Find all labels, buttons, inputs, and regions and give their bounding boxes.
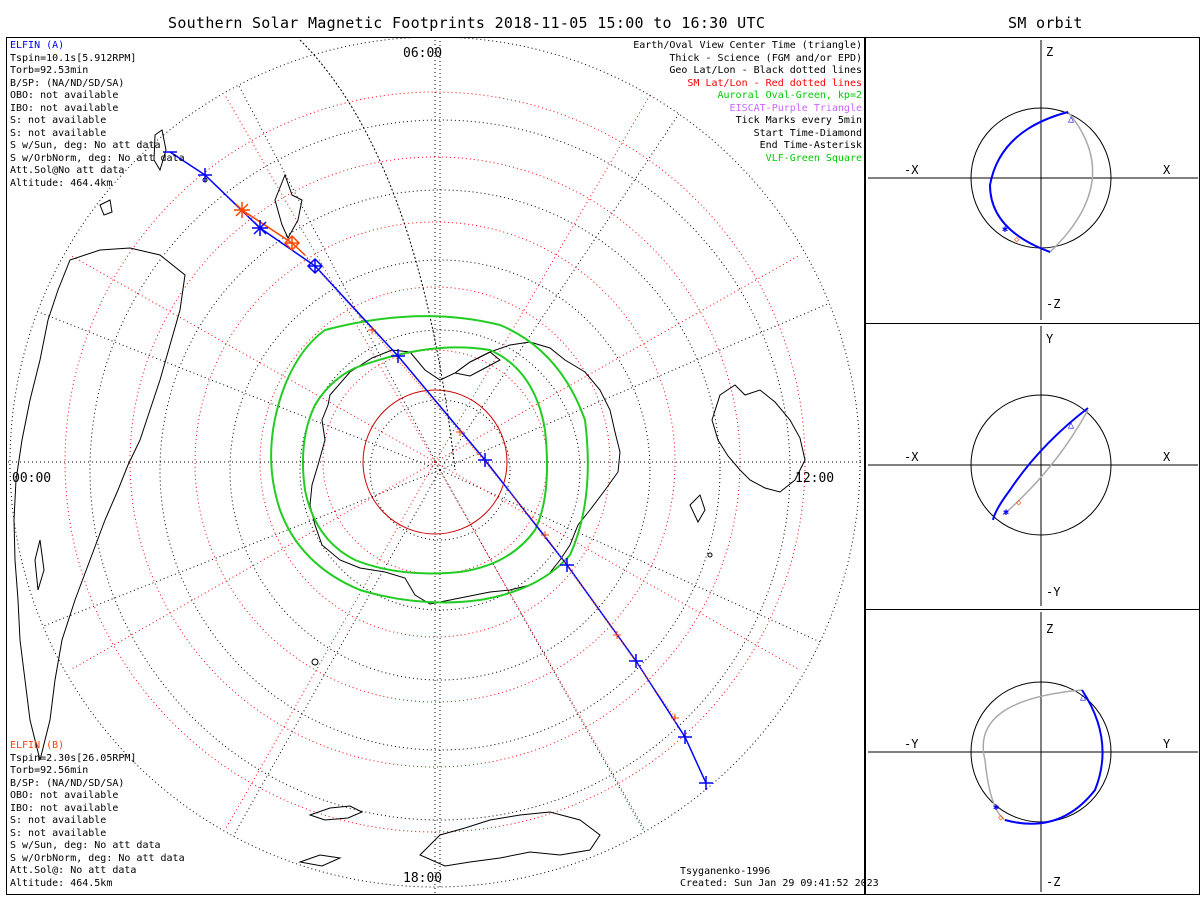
mlt-top-label: 06:00 [403, 46, 442, 61]
elfin-b-line: Altitude: 464.5km [10, 877, 113, 889]
elfin-b-line: Tspin=2.30s[26.05RPM] [10, 752, 137, 764]
orbit-panel-xz [865, 37, 1200, 324]
legend-item: Thick - Science (FGM and/or EPD) [669, 52, 862, 64]
plot-title: Southern Solar Magnetic Footprints 2018-… [168, 14, 766, 32]
sm-lon-lines [69, 94, 801, 831]
elfin-b-track [241, 209, 306, 256]
elfin-b-start-diamond [283, 234, 301, 252]
orbit-title: SM orbit [1008, 14, 1083, 32]
mlt-left-label: 00:00 [12, 471, 51, 486]
legend-item: SM Lat/Lon - Red dotted lines [687, 77, 862, 89]
legend-item: EISCAT-Purple Triangle [729, 102, 862, 114]
elfin-b-name: ELFIN (B) [10, 740, 65, 751]
elfin-a-end-asterisk [252, 220, 268, 236]
elfin-a-line: Altitude: 464.4km [10, 177, 113, 189]
mlt-right-label: 12:00 [795, 471, 834, 486]
elfin-a-line: Att.Sol@No att data [10, 165, 125, 176]
elfin-b-line: S: not available [10, 815, 107, 826]
elfin-b-line: IBO: not available [10, 802, 119, 814]
legend-item: Auroral Oval-Green, kp=2 [717, 90, 863, 101]
orbit-panel-yz [865, 609, 1200, 895]
elfin-a-line: Torb=92.53min [10, 65, 89, 76]
orbit-panel-xy [865, 323, 1200, 610]
elfin-a-start-diamond [306, 257, 324, 275]
mlt-bottom-label: 18:00 [403, 871, 442, 886]
elfin-a-track [169, 151, 707, 784]
elfin-a-lines: Tspin=10.1s[5.912RPM] Torb=92.53min B/SP: … [10, 53, 185, 191]
elfin-a-line: B/SP: (NA/ND/SD/SA) [10, 77, 125, 89]
legend: Earth/Oval View Center Time (triangle) Th… [633, 40, 862, 165]
elfin-b-info: ELFIN (B) Tspin=2.30s[26.05RPM] Torb=92.5… [10, 740, 185, 890]
elfin-a-line: S w/OrbNorm, deg: No att data [10, 152, 185, 164]
elfin-b-line: Att.Sol@: No att data [10, 865, 137, 876]
created-label: Created: Sun Jan 29 09:41:52 2023 [680, 878, 879, 889]
map-frame [6, 37, 865, 895]
elfin-b-line: B/SP: (NA/ND/SD/SA) [10, 777, 125, 789]
elfin-a-line: S: not available [10, 127, 107, 139]
elfin-a-line: IBO: not available [10, 102, 119, 114]
elfin-a-line: S: not available [10, 115, 107, 126]
legend-item: Tick Marks every 5min [735, 115, 862, 126]
legend-item: End Time-Asterisk [759, 140, 862, 151]
elfin-b-end-asterisk [234, 202, 250, 218]
auroral-ovals [270, 315, 589, 604]
elfin-b-line: Torb=92.56min [10, 765, 89, 776]
geo-lat-circles [89, 119, 791, 821]
elfin-b-lines: Tspin=2.30s[26.05RPM] Torb=92.56min B/SP: … [10, 753, 185, 891]
elfin-a-name: ELFIN (A) [10, 40, 65, 51]
elfin-b-line: OBO: not available [10, 790, 119, 801]
elfin-a-line: OBO: not available [10, 90, 119, 101]
elfin-b-line: S: not available [10, 827, 107, 839]
coastlines [13, 129, 806, 867]
elfin-b-line: S w/OrbNorm, deg: No att data [10, 852, 185, 864]
elfin-a-info: ELFIN (A) Tspin=10.1s[5.912RPM] Torb=92.5… [10, 40, 185, 190]
elfin-a-line: Tspin=10.1s[5.912RPM] [10, 52, 137, 64]
legend-item: Earth/Oval View Center Time (triangle) [633, 40, 862, 51]
elfin-a-line: S w/Sun, deg: No att data [10, 140, 161, 151]
sm-pole-circle [362, 389, 508, 535]
model-label: Tsyganenko-1996 [680, 866, 771, 877]
legend-item: Start Time-Diamond [753, 127, 862, 139]
legend-item: VLF-Green Square [765, 152, 862, 164]
geo-lon-lines [10, 38, 860, 887]
elfin-b-line: S w/Sun, deg: No att data [10, 840, 161, 851]
legend-item: Geo Lat/Lon - Black dotted lines [669, 65, 862, 76]
